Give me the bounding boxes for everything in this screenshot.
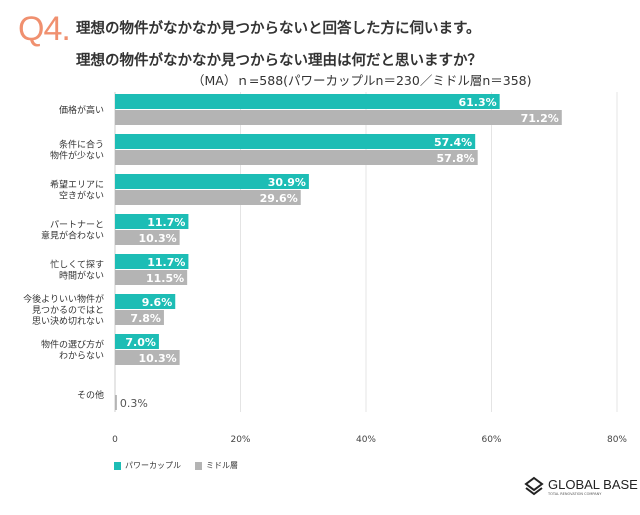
x-tick-label: 20% — [230, 435, 250, 445]
category-label: その他 — [77, 389, 104, 401]
data-label: 10.3% — [138, 232, 176, 245]
category-label: 忙しくて探す — [50, 259, 104, 271]
legend-swatch — [195, 461, 202, 470]
data-label: 30.9% — [268, 176, 306, 189]
data-label: 7.0% — [125, 336, 156, 349]
global-base-logo: GLOBAL BASE TOTAL RENOVATION COMPANY — [524, 476, 638, 496]
question-number: Q4. — [18, 10, 71, 48]
bar-middle — [115, 230, 180, 245]
legend-label: パワーカップル — [125, 461, 181, 470]
x-tick-label: 0 — [112, 435, 118, 445]
bar-middle — [115, 350, 180, 365]
data-label: 71.2% — [521, 112, 559, 125]
title-line-1: 理想の物件がなかなか見つからないと回答した方に伺います。 — [76, 21, 481, 37]
legend-swatch — [114, 461, 121, 470]
bar-middle — [115, 110, 562, 125]
data-label: 11.5% — [146, 272, 184, 285]
data-label: 29.6% — [260, 192, 298, 205]
bar-middle — [115, 395, 117, 410]
x-tick-label: 40% — [356, 435, 376, 445]
bar-power-couple — [115, 174, 309, 189]
category-label: 希望エリアに — [50, 179, 104, 191]
category-label: 思い決め切れない — [32, 315, 104, 327]
logo-icon — [524, 476, 544, 496]
bar-middle — [115, 310, 164, 325]
data-label: 57.4% — [434, 136, 472, 149]
data-label: 10.3% — [138, 352, 176, 365]
data-label: 9.6% — [142, 296, 173, 309]
bar-power-couple — [115, 334, 159, 349]
bar-power-couple — [115, 134, 476, 149]
category-label: 物件の選び方が — [41, 339, 104, 351]
legend-label: ミドル層 — [206, 461, 238, 470]
category-label: 見つかるのではと — [32, 305, 104, 316]
legend-item-middle: ミドル層 — [195, 460, 238, 471]
data-label: 7.8% — [130, 312, 161, 325]
category-label: わからない — [59, 351, 104, 362]
bar-middle — [115, 270, 188, 285]
brand-tagline: TOTAL RENOVATION COMPANY — [548, 491, 602, 496]
category-label: 今後よりいい物件が — [23, 293, 104, 305]
category-label: パートナーと — [50, 220, 104, 231]
data-label: 61.3% — [458, 96, 496, 109]
x-tick-label: 60% — [481, 435, 501, 445]
bar-power-couple — [115, 214, 189, 229]
category-label: 価格が高い — [59, 104, 104, 116]
data-label: 57.8% — [437, 152, 475, 165]
brand-name: GLOBAL BASE — [548, 476, 638, 492]
bar-power-couple — [115, 94, 500, 109]
category-label: 空きがない — [59, 190, 104, 202]
data-label: 11.7% — [147, 216, 185, 229]
bar-power-couple — [115, 254, 189, 269]
bar-power-couple — [115, 294, 176, 309]
category-label: 物件が少ない — [50, 150, 104, 162]
data-label: 0.3% — [120, 397, 148, 410]
legend-item-power-couple: パワーカップル — [114, 460, 181, 471]
sample-note: （MA）ｎ=588(パワーカップルn＝230／ミドル層n＝358) — [192, 73, 532, 88]
category-label: 意見が合わない — [41, 230, 104, 242]
data-label: 11.7% — [147, 256, 185, 269]
category-label: 条件に合う — [59, 139, 104, 151]
category-label: 時間がない — [59, 270, 104, 282]
bar-middle — [115, 190, 301, 205]
legend: パワーカップル ミドル層 — [114, 460, 238, 471]
bar-middle — [115, 150, 478, 165]
x-tick-label: 80% — [607, 435, 627, 445]
title-line-2: 理想の物件がなかなか見つからない理由は何だと思いますか？ — [76, 53, 482, 69]
